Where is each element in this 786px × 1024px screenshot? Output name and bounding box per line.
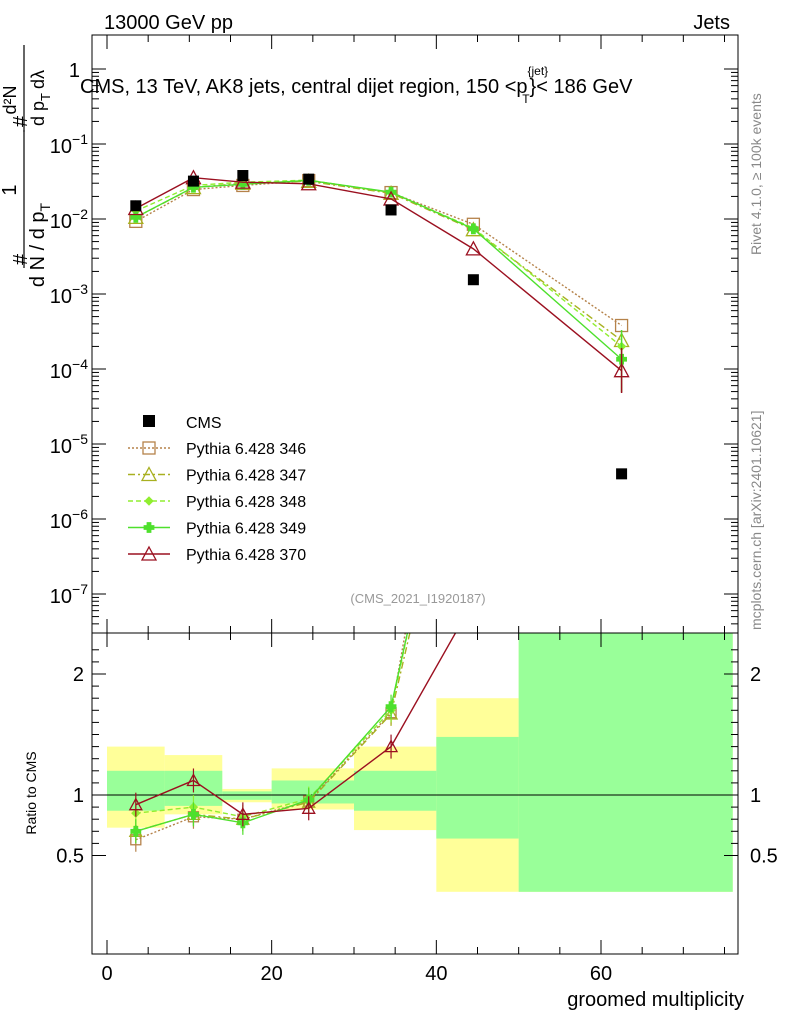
y-tick-label: 1 (69, 60, 80, 82)
y-axis-label: # d N / d pT 1 # d²N d pTdλ (0, 45, 53, 287)
x-tick-label: 20 (261, 963, 283, 985)
legend-label-2: Pythia 6.428 347 (186, 468, 306, 485)
ratio-y-tick-label-right: 1 (750, 785, 761, 807)
legend-label-3: Pythia 6.428 348 (186, 494, 306, 511)
series-5-point (465, 240, 482, 256)
legend-marker-2 (140, 466, 158, 482)
ratio-y-label: Ratio to CMS (23, 751, 39, 834)
y-tick-label: 10−6 (50, 506, 88, 533)
green-band (222, 791, 272, 800)
ratio-point-5 (235, 807, 250, 821)
ratio-y-tick-label-right: 0.5 (750, 846, 778, 868)
y-tick-label: 10−4 (50, 356, 88, 383)
ratio-point-5 (128, 797, 143, 811)
legend-marker-3 (144, 496, 154, 506)
ratio-point-4 (188, 808, 199, 820)
series-line-5 (135, 177, 623, 372)
title-super: {jet} (528, 64, 549, 78)
y-label-hash-2: # (10, 115, 32, 127)
energy-label: 13000 GeV pp (104, 12, 233, 34)
svg-text:#: # (10, 253, 32, 265)
process-label: Jets (693, 12, 730, 34)
y-tick-label: 10−2 (50, 206, 88, 233)
ratio-y-tick-label-right: 2 (750, 664, 761, 686)
y-tick-label: 10−7 (50, 581, 88, 608)
series-line-1 (135, 179, 622, 327)
legend-label-4: Pythia 6.428 349 (186, 521, 306, 538)
green-band (271, 780, 354, 804)
green-band (354, 770, 437, 811)
series-4-point (467, 223, 479, 235)
green-band (518, 633, 733, 892)
cms-data-point (385, 204, 397, 216)
cms-data-point (616, 468, 628, 480)
legend: CMS Pythia 6.428 346 Pythia 6.428 347 Pyth… (128, 415, 306, 564)
legend-marker-1 (142, 441, 156, 455)
chart-title: CMS, 13 TeV, AK8 jets, central dijet reg… (80, 64, 633, 106)
ratio-y-tick-label: 1 (73, 785, 84, 807)
rivet-label: Rivet 4.1.0, ≥ 100k events (748, 93, 764, 255)
ratio-frame (91, 632, 739, 955)
y-tick-label: 10−5 (50, 431, 88, 458)
x-tick-label: 0 (101, 963, 112, 985)
mcplots-label: mcplots.cern.ch [arXiv:2401.10621] (748, 411, 764, 630)
x-tick-label: 60 (590, 963, 612, 985)
title-sub: T (522, 92, 530, 106)
ratio-y-tick-label: 2 (73, 664, 84, 686)
ratio-point-4 (130, 825, 142, 837)
ratio-y-tick-label: 0.5 (56, 846, 84, 868)
cms-data-point (237, 170, 249, 182)
x-axis-label: groomed multiplicity (567, 989, 744, 1011)
ratio-point-4 (385, 701, 397, 713)
series-line-4 (135, 179, 623, 360)
y-tick-label: 10−3 (50, 281, 88, 308)
ratio-point-5 (186, 773, 201, 787)
legend-marker-4 (143, 522, 155, 533)
series-line-3 (135, 179, 623, 347)
y-tick-label: 10−1 (50, 131, 88, 158)
y-label-denominator: d N / d pT (27, 202, 53, 287)
ratio-point-5 (301, 800, 316, 814)
legend-marker-5 (140, 545, 158, 561)
series-4-point (130, 212, 142, 223)
cms-data-point (467, 274, 479, 286)
cms-data-point (130, 200, 142, 212)
y-label-numerator: 1 (0, 184, 21, 195)
cms-data-point (303, 173, 315, 185)
series-5-point (234, 173, 251, 189)
y-label-rhs-bottom: d pTdλ (28, 70, 53, 126)
cms-data-point (187, 175, 199, 187)
main-frame (91, 34, 739, 634)
ratio-point-5 (383, 739, 399, 753)
main-panel: 1 10−1 10−2 10−3 10−4 10−5 10−6 10−7 CMS, 13 Te… (50, 34, 739, 634)
green-band (436, 736, 519, 839)
legend-cms-label: CMS (186, 415, 222, 432)
series-line-2 (135, 180, 623, 342)
title-end: }< 186 GeV (530, 76, 634, 98)
y-label-hash: # (10, 253, 32, 265)
legend-cms-marker (143, 415, 155, 427)
legend-label-1: Pythia 6.428 346 (186, 441, 306, 458)
y-label-rhs-top: d²N (0, 85, 20, 114)
ratio-panel: 0.5 0.51 12 20 20 40 60 Ratio to CMS (23, 632, 778, 985)
legend-label-5: Pythia 6.428 370 (186, 547, 306, 564)
x-tick-label: 40 (425, 963, 447, 985)
analysis-id: (CMS_2021_I1920187) (350, 591, 485, 606)
